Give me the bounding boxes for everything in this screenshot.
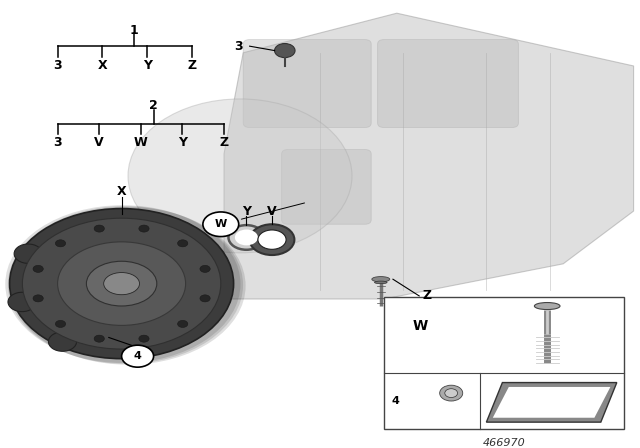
Text: W: W	[412, 319, 428, 333]
Circle shape	[14, 244, 42, 263]
Text: W: W	[214, 219, 227, 229]
Ellipse shape	[22, 218, 221, 349]
Ellipse shape	[534, 302, 560, 310]
Text: Z: Z	[188, 60, 196, 73]
Text: V: V	[94, 136, 104, 150]
Circle shape	[440, 385, 463, 401]
Circle shape	[33, 295, 44, 302]
Text: 3: 3	[53, 60, 62, 73]
Circle shape	[228, 225, 264, 250]
Ellipse shape	[374, 281, 387, 284]
Text: Y: Y	[178, 136, 187, 150]
Ellipse shape	[104, 272, 140, 295]
Circle shape	[122, 345, 154, 367]
Text: 3: 3	[53, 136, 62, 150]
Circle shape	[8, 292, 36, 312]
Polygon shape	[493, 387, 611, 418]
FancyBboxPatch shape	[243, 39, 371, 128]
Ellipse shape	[86, 261, 157, 306]
Ellipse shape	[372, 276, 390, 282]
Text: 2: 2	[149, 99, 158, 112]
Polygon shape	[486, 383, 617, 422]
FancyBboxPatch shape	[282, 150, 371, 224]
Text: Z: Z	[220, 136, 228, 150]
FancyBboxPatch shape	[378, 39, 518, 128]
Text: Y: Y	[242, 205, 251, 218]
Ellipse shape	[5, 205, 241, 363]
Circle shape	[56, 240, 66, 247]
Text: 4: 4	[392, 396, 399, 406]
Text: X: X	[116, 185, 127, 198]
Circle shape	[200, 265, 210, 272]
Circle shape	[94, 335, 104, 342]
Circle shape	[128, 99, 352, 253]
Text: W: W	[134, 136, 148, 150]
Circle shape	[177, 320, 188, 327]
Circle shape	[56, 320, 66, 327]
Text: 4: 4	[134, 351, 141, 361]
Circle shape	[445, 389, 458, 397]
Ellipse shape	[10, 207, 246, 365]
Circle shape	[203, 212, 239, 237]
Circle shape	[177, 240, 188, 247]
Circle shape	[235, 229, 258, 246]
Circle shape	[49, 332, 77, 351]
Polygon shape	[224, 13, 634, 299]
Circle shape	[250, 224, 294, 255]
Bar	[384, 297, 624, 429]
Circle shape	[33, 265, 44, 272]
Text: 1: 1	[130, 24, 139, 37]
Circle shape	[200, 295, 210, 302]
Text: Y: Y	[143, 60, 152, 73]
Text: Z: Z	[422, 289, 431, 302]
Circle shape	[139, 225, 149, 232]
Ellipse shape	[8, 206, 243, 364]
Text: X: X	[97, 60, 108, 73]
Circle shape	[258, 230, 286, 250]
Ellipse shape	[10, 209, 234, 359]
Ellipse shape	[58, 242, 186, 325]
Text: 466970: 466970	[483, 438, 525, 448]
Text: 3: 3	[235, 40, 243, 53]
Circle shape	[139, 335, 149, 342]
Circle shape	[94, 225, 104, 232]
Circle shape	[275, 43, 295, 58]
Text: V: V	[267, 205, 277, 218]
